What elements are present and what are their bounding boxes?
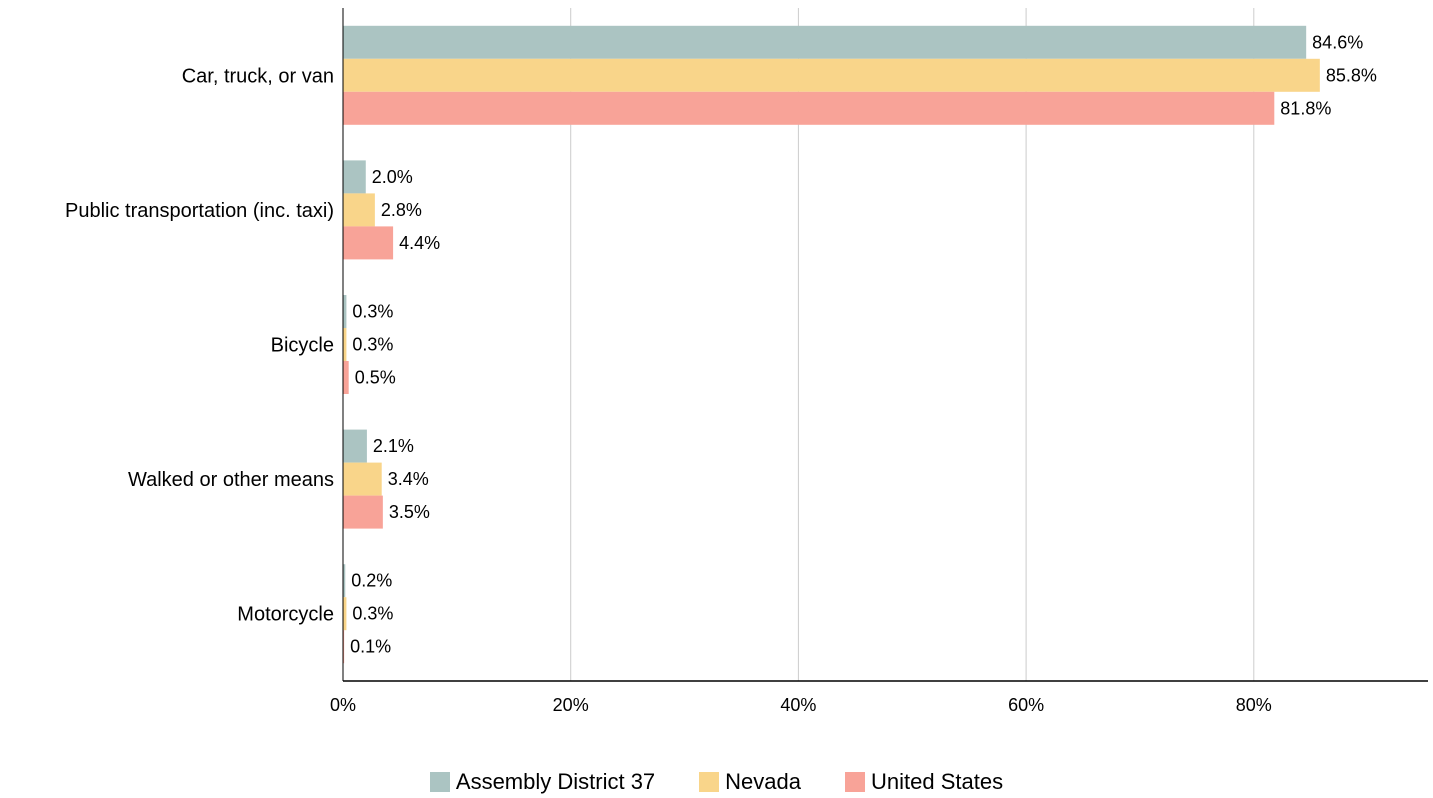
legend-label-nevada: Nevada	[725, 769, 802, 794]
value-label-nevada-public-transportation-inc-taxi: 2.8%	[381, 200, 422, 220]
value-label-united-states-motorcycle: 0.1%	[350, 637, 391, 657]
bar-chart: 84.6% 85.8% 81.8% Car, truck, or van 2.0% 2.8…	[65, 8, 1428, 715]
bar-nevada-car-truck-or-van	[343, 58, 1320, 92]
bar-assembly-district-37-bicycle	[343, 295, 347, 328]
legend-label-assembly-district-37: Assembly District 37	[455, 769, 656, 794]
legend-swatch-nevada	[699, 772, 720, 792]
legend-item-united-states: United States	[845, 769, 1003, 795]
value-label-nevada-car-truck-or-van: 85.8%	[1326, 65, 1377, 85]
value-label-assembly-district-37-car-truck-or-van: 84.6%	[1312, 32, 1363, 52]
value-label-assembly-district-37-walked-or-other-means: 2.1%	[373, 436, 414, 456]
x-tick-label-60: 60%	[1008, 695, 1044, 715]
legend-item-assembly-district-37: Assembly District 37	[429, 769, 656, 795]
bar-nevada-motorcycle	[343, 597, 347, 631]
bar-assembly-district-37-motorcycle	[343, 564, 346, 598]
value-label-assembly-district-37-bicycle: 0.3%	[352, 302, 393, 322]
x-tick-label-80: 80%	[1236, 695, 1272, 715]
category-label-public-transportation-inc-taxi: Public transportation (inc. taxi)	[65, 200, 334, 222]
legend-label-united-states: United States	[871, 769, 1004, 794]
bar-assembly-district-37-car-truck-or-van	[343, 25, 1307, 59]
legend: Assembly District 37 Nevada United State…	[0, 766, 1433, 798]
x-tick-label-20: 20%	[553, 695, 589, 715]
bar-united-states-walked-or-other-means	[343, 495, 383, 529]
bar-united-states-bicycle	[343, 361, 349, 394]
bar-assembly-district-37-public-transportation-inc-taxi	[343, 160, 366, 194]
bar-united-states-motorcycle	[343, 630, 345, 664]
bar-nevada-bicycle	[343, 328, 347, 361]
category-label-motorcycle: Motorcycle	[237, 604, 334, 626]
value-label-nevada-walked-or-other-means: 3.4%	[388, 469, 429, 489]
x-tick-label-40: 40%	[780, 695, 816, 715]
bar-nevada-walked-or-other-means	[343, 462, 382, 496]
legend-swatch-united-states	[845, 772, 866, 792]
bar-united-states-car-truck-or-van	[343, 91, 1275, 125]
bar-assembly-district-37-walked-or-other-means	[343, 429, 367, 463]
bar-united-states-public-transportation-inc-taxi	[343, 226, 394, 260]
value-label-united-states-bicycle: 0.5%	[355, 368, 396, 388]
bar-nevada-public-transportation-inc-taxi	[343, 193, 375, 227]
value-label-united-states-car-truck-or-van: 81.8%	[1280, 98, 1331, 118]
value-label-united-states-walked-or-other-means: 3.5%	[389, 502, 430, 522]
x-tick-label-0: 0%	[330, 695, 356, 715]
legend-swatch-assembly-district-37	[429, 772, 450, 792]
value-label-nevada-bicycle: 0.3%	[352, 335, 393, 355]
value-label-nevada-motorcycle: 0.3%	[352, 604, 393, 624]
value-label-united-states-public-transportation-inc-taxi: 4.4%	[399, 233, 440, 253]
legend-item-nevada: Nevada	[699, 769, 801, 795]
category-label-walked-or-other-means: Walked or other means	[128, 469, 334, 491]
category-label-car-truck-or-van: Car, truck, or van	[182, 65, 334, 87]
value-label-assembly-district-37-public-transportation-inc-taxi: 2.0%	[372, 167, 413, 187]
value-label-assembly-district-37-motorcycle: 0.2%	[351, 571, 392, 591]
category-label-bicycle: Bicycle	[271, 335, 334, 357]
